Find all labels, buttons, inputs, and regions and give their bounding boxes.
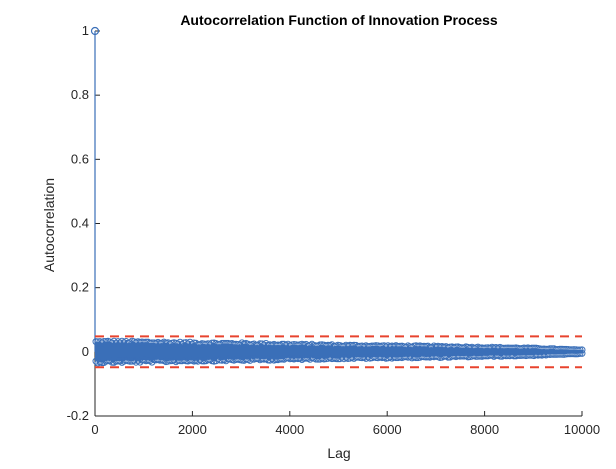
x-tick-label: 8000 (470, 422, 499, 437)
x-axis-label: Lag (327, 445, 350, 461)
plot-area: -0.200.20.40.60.810 2000 4000 6000 8000 10000 (67, 23, 600, 437)
chart-title: Autocorrelation Function of Innovation P… (180, 12, 498, 28)
y-tick-label: -0.2 (67, 408, 89, 423)
y-axis-label: Autocorrelation (41, 178, 57, 272)
x-tick-label: 4000 (275, 422, 304, 437)
x-tick-label: 0 (91, 422, 98, 437)
y-tick-label: 1 (82, 23, 89, 38)
y-tick-label: 0.2 (71, 280, 89, 295)
x-tick-label: 10000 (564, 422, 600, 437)
x-tick-label: 2000 (178, 422, 207, 437)
y-tick-label: 0.4 (71, 216, 89, 231)
y-tick-label: 0.6 (71, 151, 89, 166)
lag0-marker (90, 26, 100, 36)
y-tick-label: 0.8 (71, 87, 89, 102)
acf-stems (95, 341, 583, 363)
acf-markers (92, 337, 586, 367)
x-tick-label: 6000 (373, 422, 402, 437)
y-tick-label: 0 (82, 344, 89, 359)
